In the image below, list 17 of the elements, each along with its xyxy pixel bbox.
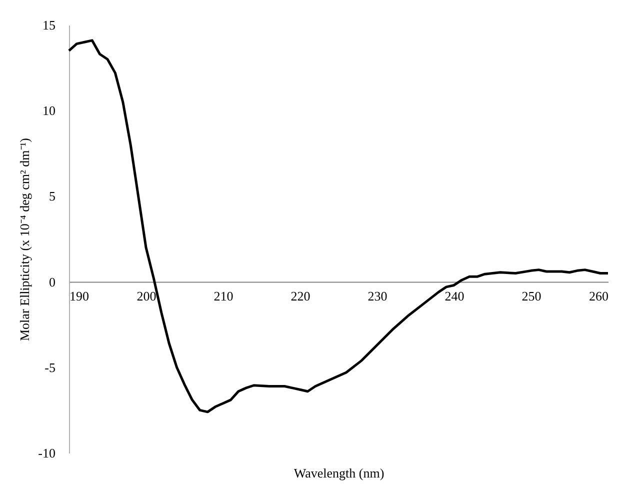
x-tick-label: 200 xyxy=(136,288,156,304)
x-tick-label: 190 xyxy=(70,288,89,304)
y-tick-label: 0 xyxy=(49,274,56,290)
x-tick-label: 230 xyxy=(368,288,388,304)
x-tick-label: 250 xyxy=(522,288,542,304)
line-series xyxy=(68,39,610,414)
x-tick-label: 260 xyxy=(589,288,608,304)
y-tick-label: 15 xyxy=(42,18,56,32)
x-tick-label: 240 xyxy=(444,288,464,304)
y-tick-label: -10 xyxy=(38,446,56,460)
y-tick-label: 10 xyxy=(42,103,56,118)
y-tick-label: -5 xyxy=(44,360,56,375)
x-tick-label: 210 xyxy=(214,288,234,304)
x-tick-label: 220 xyxy=(290,288,310,304)
y-axis-title: Molar Ellipticity (x 10⁻⁴ deg cm² dm⁻¹) xyxy=(17,138,32,342)
y-tick-label: 5 xyxy=(49,188,56,204)
x-axis-title: Wavelength (nm) xyxy=(294,466,384,480)
